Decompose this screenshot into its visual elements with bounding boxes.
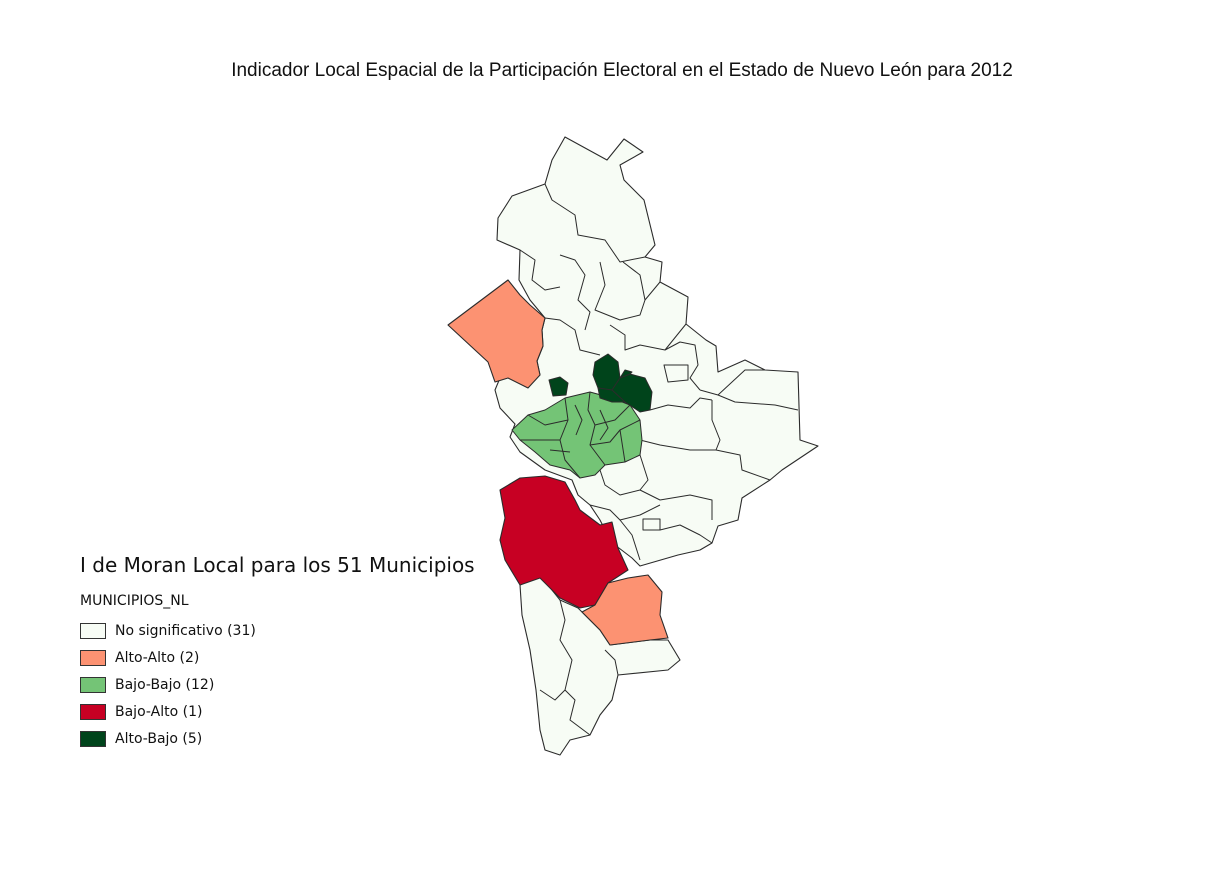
legend-item-label: Alto-Bajo (5) [115, 730, 203, 747]
municipio-alto-alto-south [581, 574, 669, 646]
legend-swatch [80, 730, 106, 747]
legend-item-bajo-alto: Bajo-Alto (1) [80, 698, 475, 725]
legend-item-label: Bajo-Bajo (12) [115, 676, 215, 693]
legend-item-no-significativo: No significativo (31) [80, 617, 475, 644]
map-legend: I de Moran Local para los 51 Municipios … [80, 553, 475, 752]
legend-item-alto-alto: Alto-Alto (2) [80, 644, 475, 671]
legend-layer-name: MUNICIPIOS_NL [80, 593, 189, 609]
municipio-alto-bajo-4 [597, 387, 626, 403]
map-title: Indicador Local Espacial de la Participa… [231, 60, 1013, 81]
legend-swatch [80, 676, 106, 693]
legend-item-alto-bajo: Alto-Bajo (5) [80, 725, 475, 752]
legend-item-label: Alto-Alto (2) [115, 649, 200, 666]
legend-title: I de Moran Local para los 51 Municipios [80, 553, 475, 577]
legend-swatch [80, 622, 106, 639]
municipio-alto-bajo-1 [548, 376, 569, 397]
legend-item-bajo-bajo: Bajo-Bajo (12) [80, 671, 475, 698]
municipio-alto-alto-nw [447, 279, 546, 389]
municipio-bajo-alto [499, 475, 629, 609]
legend-item-label: No significativo (31) [115, 622, 256, 639]
legend-item-label: Bajo-Alto (1) [115, 703, 203, 720]
legend-swatch [80, 649, 106, 666]
legend-swatch [80, 703, 106, 720]
municipio-alto-bajo-5 [619, 369, 633, 379]
